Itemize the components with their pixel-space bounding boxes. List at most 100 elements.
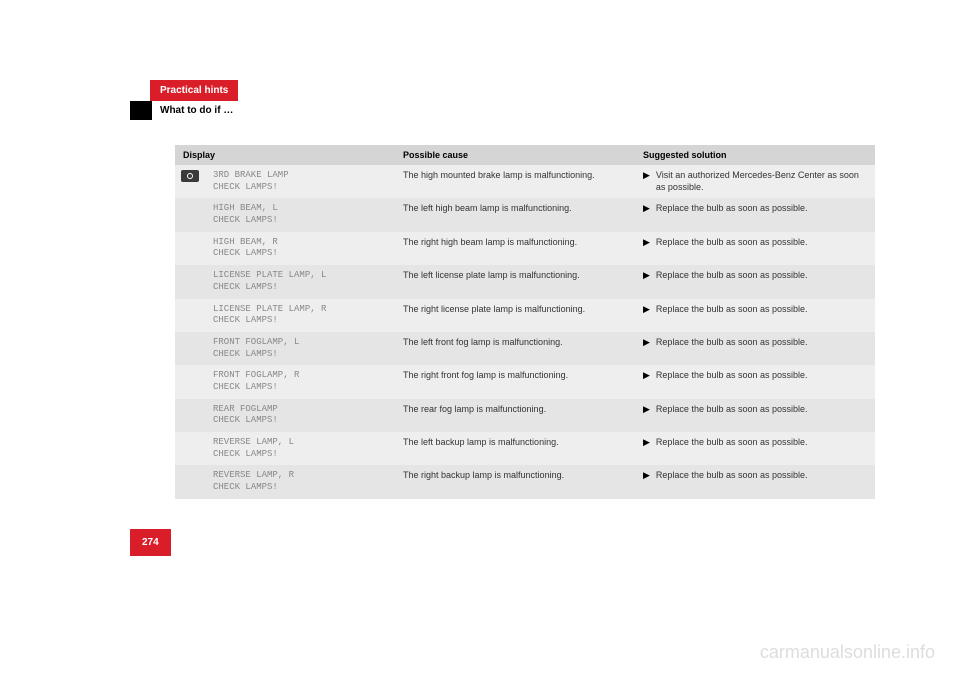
solution-text: Replace the bulb as soon as possible. — [656, 470, 808, 493]
cell-solution: ▶ Replace the bulb as soon as possible. — [635, 198, 875, 231]
cell-display: FRONT FOGLAMP, LCHECK LAMPS! — [205, 332, 395, 365]
bullet-icon: ▶ — [643, 370, 650, 393]
cell-cause: The high mounted brake lamp is malfuncti… — [395, 165, 635, 198]
cell-cause: The left front fog lamp is malfunctionin… — [395, 332, 635, 365]
section-tab: Practical hints — [150, 80, 238, 101]
display-line1: LICENSE PLATE LAMP, R — [213, 304, 387, 316]
header-display: Display — [175, 145, 395, 165]
section-title: What to do if … — [152, 101, 241, 120]
display-line1: 3RD BRAKE LAMP — [213, 170, 387, 182]
cell-icon — [175, 165, 205, 198]
lamp-icon-inner — [187, 173, 193, 179]
bullet-icon: ▶ — [643, 304, 650, 327]
table-row: HIGH BEAM, LCHECK LAMPS!The left high be… — [175, 198, 875, 231]
bullet-icon: ▶ — [643, 404, 650, 427]
table-row: LICENSE PLATE LAMP, LCHECK LAMPS!The lef… — [175, 265, 875, 298]
display-line1: REAR FOGLAMP — [213, 404, 387, 416]
cell-display: REVERSE LAMP, RCHECK LAMPS! — [205, 465, 395, 498]
cell-cause: The right front fog lamp is malfunctioni… — [395, 365, 635, 398]
cell-icon — [175, 232, 205, 265]
display-line1: LICENSE PLATE LAMP, L — [213, 270, 387, 282]
header-cause: Possible cause — [395, 145, 635, 165]
cell-cause: The left high beam lamp is malfunctionin… — [395, 198, 635, 231]
cell-solution: ▶ Visit an authorized Mercedes-Benz Cente… — [635, 165, 875, 198]
cell-icon — [175, 198, 205, 231]
diagnostic-table: Display Possible cause Suggested solutio… — [175, 145, 875, 499]
cell-solution: ▶ Replace the bulb as soon as possible. — [635, 432, 875, 465]
bullet-icon: ▶ — [643, 437, 650, 460]
table-row: REVERSE LAMP, RCHECK LAMPS!The right bac… — [175, 465, 875, 498]
cell-cause: The right high beam lamp is malfunctioni… — [395, 232, 635, 265]
display-line2: CHECK LAMPS! — [213, 215, 387, 227]
cell-display: REAR FOGLAMPCHECK LAMPS! — [205, 399, 395, 432]
display-line2: CHECK LAMPS! — [213, 315, 387, 327]
display-line1: REVERSE LAMP, R — [213, 470, 387, 482]
cell-cause: The left license plate lamp is malfuncti… — [395, 265, 635, 298]
cell-solution: ▶Replace the bulb as soon as possible. — [635, 265, 875, 298]
display-line1: FRONT FOGLAMP, R — [213, 370, 387, 382]
display-line2: CHECK LAMPS! — [213, 248, 387, 260]
cell-display: LICENSE PLATE LAMP, RCHECK LAMPS! — [205, 299, 395, 332]
cell-icon — [175, 399, 205, 432]
bullet-icon: ▶ — [643, 237, 650, 260]
header-solution: Suggested solution — [635, 145, 875, 165]
table-row: 3RD BRAKE LAMPCHECK LAMPS!The high mount… — [175, 165, 875, 198]
cell-display: HIGH BEAM, LCHECK LAMPS! — [205, 198, 395, 231]
solution-text: Replace the bulb as soon as possible. — [656, 203, 808, 226]
table-row: LICENSE PLATE LAMP, RCHECK LAMPS!The rig… — [175, 299, 875, 332]
bullet-icon: ▶ — [643, 170, 650, 193]
table-header-row: Display Possible cause Suggested solutio… — [175, 145, 875, 165]
cell-icon — [175, 365, 205, 398]
display-line2: CHECK LAMPS! — [213, 482, 387, 494]
cell-solution: ▶ Replace the bulb as soon as possible. — [635, 365, 875, 398]
cell-solution: ▶ Replace the bulb as soon as possible. — [635, 465, 875, 498]
cell-icon — [175, 265, 205, 298]
cell-display: LICENSE PLATE LAMP, LCHECK LAMPS! — [205, 265, 395, 298]
cell-display: REVERSE LAMP, LCHECK LAMPS! — [205, 432, 395, 465]
solution-text: Replace the bulb as soon as possible. — [656, 237, 808, 260]
solution-text: Replace the bulb as soon as possible. — [656, 437, 808, 460]
cell-icon — [175, 299, 205, 332]
table-row: REVERSE LAMP, LCHECK LAMPS!The left back… — [175, 432, 875, 465]
title-row: What to do if … — [130, 101, 860, 120]
table-row: REAR FOGLAMPCHECK LAMPS!The rear fog lam… — [175, 399, 875, 432]
solution-text: Replace the bulb as soon as possible. — [656, 337, 808, 360]
solution-text: Replace the bulb as soon as possible. — [656, 304, 808, 327]
tab-row: Practical hints — [130, 80, 860, 101]
watermark: carmanualsonline.info — [760, 642, 935, 663]
cell-cause: The left backup lamp is malfunctioning. — [395, 432, 635, 465]
bullet-icon: ▶ — [643, 203, 650, 226]
display-line2: CHECK LAMPS! — [213, 349, 387, 361]
cell-solution: ▶ Replace the bulb as soon as possible. — [635, 299, 875, 332]
bullet-icon: ▶ — [643, 470, 650, 493]
display-line2: CHECK LAMPS! — [213, 449, 387, 461]
page-container: Practical hints What to do if … Display … — [0, 0, 960, 596]
cell-cause: The right license plate lamp is malfunct… — [395, 299, 635, 332]
table-row: FRONT FOGLAMP, LCHECK LAMPS!The left fro… — [175, 332, 875, 365]
bullet-icon: ▶ — [643, 337, 650, 360]
solution-text: Visit an authorized Mercedes-Benz Center… — [656, 170, 867, 193]
cell-cause: The rear fog lamp is malfunctioning. — [395, 399, 635, 432]
cell-icon — [175, 465, 205, 498]
table-body: 3RD BRAKE LAMPCHECK LAMPS!The high mount… — [175, 165, 875, 499]
cell-solution: ▶ Replace the bulb as soon as possible. — [635, 332, 875, 365]
table-row: HIGH BEAM, RCHECK LAMPS! The right high b… — [175, 232, 875, 265]
display-line2: CHECK LAMPS! — [213, 382, 387, 394]
header-section: Practical hints What to do if … — [130, 80, 860, 120]
lamp-icon — [181, 170, 199, 182]
cell-icon — [175, 432, 205, 465]
solution-text: Replace the bulb as soon as possible. — [656, 370, 808, 393]
display-line1: FRONT FOGLAMP, L — [213, 337, 387, 349]
display-line2: CHECK LAMPS! — [213, 415, 387, 427]
cell-display: FRONT FOGLAMP, RCHECK LAMPS! — [205, 365, 395, 398]
display-line1: HIGH BEAM, R — [213, 237, 387, 249]
cell-solution: ▶ Replace the bulb as soon as possible. — [635, 232, 875, 265]
display-line2: CHECK LAMPS! — [213, 282, 387, 294]
solution-text: Replace the bulb as soon as possible. — [656, 404, 808, 427]
cell-icon — [175, 332, 205, 365]
page-number-container: 274 — [130, 529, 860, 556]
cell-solution: ▶ Replace the bulb as soon as possible. — [635, 399, 875, 432]
black-marker — [130, 101, 152, 120]
cell-display: 3RD BRAKE LAMPCHECK LAMPS! — [205, 165, 395, 198]
table-row: FRONT FOGLAMP, RCHECK LAMPS!The right fr… — [175, 365, 875, 398]
